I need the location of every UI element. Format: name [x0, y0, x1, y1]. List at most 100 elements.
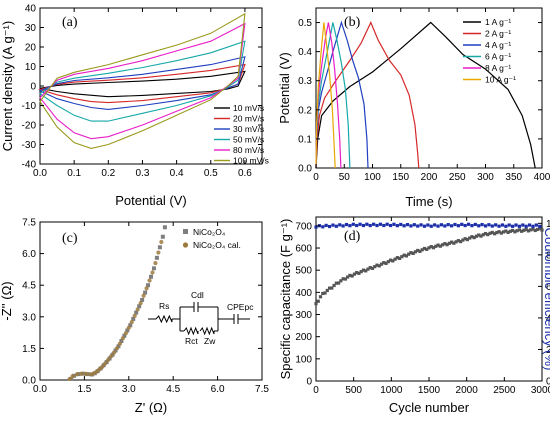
nyquist-square-point — [149, 274, 153, 279]
efficiency-point — [460, 222, 464, 226]
y-tick-label: 10 — [25, 62, 37, 73]
capacitance-point — [490, 230, 494, 235]
panel-a-x-axis-label: Potential (V) — [115, 193, 187, 208]
panel-b-x-axis-label: Time (s) — [405, 194, 452, 209]
warburg-zw — [199, 326, 215, 336]
x-tick-label: 200 — [421, 172, 438, 183]
x-tick-label: 0 — [313, 172, 319, 183]
y2-tick-label: 80 — [546, 250, 550, 261]
x-tick-label: 0.3 — [136, 168, 150, 179]
nyquist-square-point — [143, 290, 148, 295]
y-tick-label: 100 — [295, 354, 312, 365]
panel-a-y-axis-label: Current density (A g⁻¹) — [0, 21, 15, 151]
x-tick-label: 7.5 — [255, 384, 269, 395]
efficiency-point — [358, 222, 362, 226]
panel-a-series — [38, 12, 246, 149]
capacitance-point — [346, 275, 350, 279]
capacitance-point — [407, 252, 411, 256]
gcd-curve — [315, 21, 420, 169]
legend-label: 4 A g⁻¹ — [485, 40, 511, 50]
nyquist-fit-point — [100, 364, 105, 370]
capacitance-point — [438, 244, 442, 248]
nyquist-square-point — [101, 363, 106, 368]
panel-b-series — [315, 20, 536, 169]
efficiency-point — [439, 223, 444, 227]
nyquist-fit-point — [114, 346, 120, 351]
capacitance-point — [386, 260, 390, 264]
capacitance-point — [327, 286, 332, 290]
nyquist-fit-point — [111, 350, 117, 355]
x-tick-label: 350 — [505, 172, 522, 183]
efficiency-point — [399, 222, 403, 227]
legend-label: 8 A g⁻¹ — [485, 63, 511, 73]
efficiency-point — [497, 224, 501, 228]
y-tick-label: 200 — [295, 332, 312, 343]
nyquist-fit-point — [129, 319, 134, 325]
capacitance-point — [520, 229, 524, 233]
capacitance-point — [402, 253, 406, 257]
panel-c-nyquist: (c) 0.0 1.5 3.0 4.5 6.0 7.5 0.0 1.5 3.0 4.5 6.0 7.5… — [0, 218, 269, 416]
capacitance-point — [343, 277, 347, 281]
capacitance-point — [522, 228, 526, 232]
capacitance-point — [359, 270, 363, 274]
cv-curve — [39, 22, 246, 140]
capacitance-point — [517, 228, 521, 232]
y-tick-label: 0.2 — [298, 105, 312, 116]
capacitance-point — [395, 256, 399, 260]
capacitance-point — [472, 236, 476, 240]
efficiency-point — [494, 223, 498, 227]
x-tick-label: 400 — [534, 172, 550, 183]
efficiency-point — [334, 224, 338, 228]
y-tick-label: 0.0 — [298, 164, 312, 175]
panel-c-label: (c) — [62, 231, 78, 246]
capacitance-point — [375, 263, 379, 267]
capacitance-point — [463, 237, 467, 241]
legend-label: 2 A g⁻¹ — [485, 29, 511, 39]
nyquist-square-point — [154, 255, 159, 260]
efficiency-point — [531, 224, 535, 228]
capacitance-point — [398, 256, 402, 260]
efficiency-point — [388, 223, 393, 228]
nyquist-square-point — [128, 323, 133, 328]
capacitance-point — [330, 286, 334, 290]
y-tick-label: 700 — [295, 221, 312, 232]
capacitance-point — [481, 233, 485, 237]
y-tick-label: 400 — [295, 288, 312, 299]
y-tick-label: -20 — [22, 121, 37, 132]
efficiency-point — [385, 222, 389, 226]
y-tick-label: -10 — [22, 101, 37, 112]
x-tick-label: 0.0 — [33, 168, 47, 179]
capacitance-point — [332, 283, 336, 288]
legend-label: 10 A g⁻¹ — [485, 75, 516, 85]
y-tick-label: 0 — [30, 82, 36, 93]
x-tick-label: 0.5 — [204, 168, 218, 179]
legend-label: 30 mV/s — [233, 124, 264, 134]
capacitance-point — [459, 240, 463, 244]
efficiency-point — [490, 224, 494, 228]
y-tick-label: 300 — [295, 310, 312, 321]
capacitance-point — [429, 245, 433, 249]
nyquist-fit-point — [147, 278, 152, 283]
nyquist-fit-point — [153, 260, 158, 266]
efficiency-point — [426, 223, 430, 227]
x-tick-label: 2000 — [456, 385, 479, 396]
efficiency-point — [402, 224, 406, 228]
x-tick-label: 500 — [345, 385, 362, 396]
efficiency-point — [507, 223, 511, 227]
capacitance-point — [513, 230, 517, 234]
capacitance-point — [434, 244, 438, 248]
efficiency-point — [433, 223, 437, 227]
panel-d-series — [314, 222, 544, 306]
y-tick-label: 600 — [295, 244, 312, 255]
efficiency-point — [338, 223, 342, 227]
efficiency-point — [409, 224, 413, 228]
capacitance-point — [431, 246, 436, 250]
nyquist-square-point — [157, 245, 162, 250]
nyquist-fit-point — [108, 354, 114, 359]
nyquist-fit-point — [83, 371, 88, 376]
nyquist-square-point — [116, 344, 121, 349]
efficiency-point — [378, 222, 383, 226]
nyquist-fit-point — [120, 336, 125, 341]
x-tick-label: 0.0 — [33, 384, 47, 395]
